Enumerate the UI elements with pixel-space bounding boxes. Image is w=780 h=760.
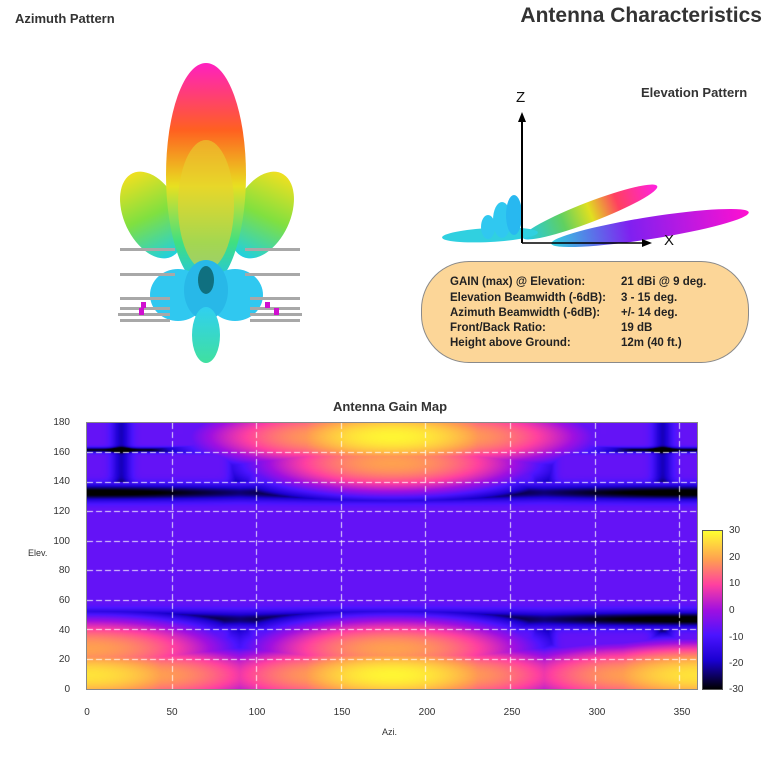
y-tick-label: 20 bbox=[58, 654, 70, 665]
y-tick-label: 140 bbox=[53, 476, 70, 487]
x-tick-label: 100 bbox=[248, 707, 266, 718]
x-tick-label: 300 bbox=[588, 707, 606, 718]
colorbar-tick: -10 bbox=[729, 632, 744, 643]
z-axis-label: Z bbox=[516, 89, 525, 106]
colorbar bbox=[702, 530, 723, 690]
y-tick-label: 60 bbox=[58, 595, 70, 606]
page-title: Antenna Characteristics bbox=[520, 4, 762, 27]
elevation-pattern-title: Elevation Pattern bbox=[641, 85, 748, 100]
x-tick-label: 250 bbox=[503, 707, 521, 718]
x-tick-label: 350 bbox=[673, 707, 691, 718]
colorbar-tick: -30 bbox=[729, 684, 744, 695]
specs-panel: GAIN (max) @ Elevation: 21 dBi @ 9 deg. … bbox=[421, 261, 749, 363]
chart-title: Antenna Gain Map bbox=[332, 399, 448, 414]
y-axis-label: Elev. bbox=[28, 548, 48, 558]
colorbar-tick: -20 bbox=[729, 658, 744, 669]
x-axis-label: Azi. bbox=[382, 727, 398, 737]
y-tick-label: 100 bbox=[53, 536, 70, 547]
y-tick-label: 0 bbox=[64, 684, 70, 695]
spec-label-elev-beamwidth: Elevation Beamwidth (-6dB): bbox=[450, 292, 606, 304]
spec-value-height: 12m (40 ft.) bbox=[621, 337, 682, 349]
colorbar-tick: 20 bbox=[729, 552, 741, 563]
y-tick-label: 120 bbox=[53, 506, 70, 517]
spec-value-front-back: 19 dB bbox=[621, 322, 653, 334]
spec-label-azi-beamwidth: Azimuth Beamwidth (-6dB): bbox=[450, 307, 601, 319]
gain-map-heatmap bbox=[87, 423, 697, 689]
spec-label-front-back: Front/Back Ratio: bbox=[450, 322, 546, 334]
gain-map-plot bbox=[86, 422, 698, 690]
x-tick-label: 200 bbox=[418, 707, 436, 718]
colorbar-tick: 0 bbox=[729, 605, 735, 616]
colorbar-tick: 30 bbox=[729, 525, 741, 536]
spec-value-gain: 21 dBi @ 9 deg. bbox=[621, 276, 707, 288]
y-tick-label: 160 bbox=[53, 447, 70, 458]
x-tick-label: 0 bbox=[84, 707, 90, 718]
colorbar-tick: 10 bbox=[729, 578, 741, 589]
y-tick-label: 80 bbox=[58, 565, 70, 576]
spec-value-azi-beamwidth: +/- 14 deg. bbox=[621, 307, 678, 319]
spec-value-elev-beamwidth: 3 - 15 deg. bbox=[621, 292, 678, 304]
spec-label-gain: GAIN (max) @ Elevation: bbox=[450, 276, 586, 288]
azimuth-pattern-title: Azimuth Pattern bbox=[15, 11, 115, 26]
spec-label-height: Height above Ground: bbox=[450, 337, 571, 349]
y-tick-label: 180 bbox=[53, 417, 70, 428]
x-tick-label: 150 bbox=[333, 707, 351, 718]
azimuth-pattern-image bbox=[118, 63, 302, 363]
x-tick-label: 50 bbox=[166, 707, 178, 718]
x-axis-label: X bbox=[664, 232, 674, 249]
y-tick-label: 40 bbox=[58, 625, 70, 636]
elevation-pattern-image: Z X bbox=[442, 89, 749, 249]
